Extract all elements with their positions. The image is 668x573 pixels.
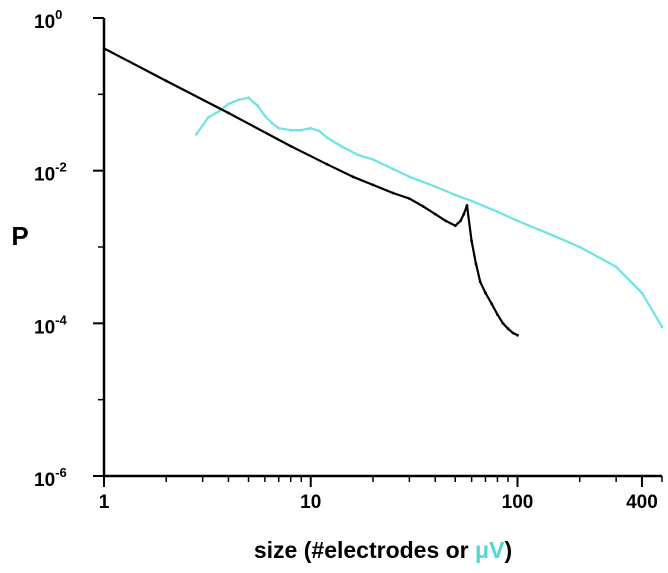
data-point-microvolts (453, 193, 457, 197)
data-point-microvolts (552, 234, 556, 238)
data-point-electrodes (391, 191, 395, 195)
data-point-microvolts (263, 114, 267, 118)
data-point-electrodes (453, 224, 457, 228)
data-point-electrodes (227, 111, 230, 115)
x-tick-label: 1 (99, 492, 110, 513)
data-point-electrodes (408, 197, 411, 201)
data-point-microvolts (270, 121, 274, 125)
data-point-microvolts (317, 129, 321, 133)
data-point-electrodes (496, 313, 499, 316)
x-tick-label: 400 (626, 492, 658, 513)
y-tick-base: 10 (34, 317, 55, 338)
data-point-microvolts (640, 291, 644, 295)
series-line-electrodes (103, 47, 518, 337)
data-point-electrodes (465, 204, 469, 207)
y-tick-exponent: -4 (55, 312, 67, 327)
y-tick-exponent: -6 (55, 465, 67, 480)
y-tick-label: 10-6 (34, 465, 67, 491)
y-tick-label: 100 (34, 7, 62, 33)
data-point-microvolts (325, 136, 329, 140)
series-layer (102, 47, 664, 337)
data-point-microvolts (614, 265, 618, 269)
data-point-microvolts (496, 210, 499, 214)
y-tick-exponent: 0 (55, 7, 62, 22)
data-point-microvolts (255, 103, 259, 107)
data-point-electrodes (506, 327, 510, 331)
y-tick-exponent: -2 (55, 160, 67, 175)
data-point-microvolts (516, 219, 519, 223)
data-point-electrodes (470, 239, 473, 243)
data-point-microvolts (207, 115, 210, 119)
y-tick-base: 10 (34, 12, 55, 33)
data-point-electrodes (474, 262, 478, 266)
data-point-microvolts (227, 102, 230, 106)
series-microvolts (195, 96, 664, 329)
data-point-microvolts (433, 185, 437, 188)
data-point-microvolts (309, 126, 313, 130)
data-point-microvolts (578, 245, 582, 249)
x-axis-label-suffix: ) (504, 537, 512, 563)
data-point-electrodes (444, 219, 448, 223)
data-point-microvolts (195, 132, 198, 136)
data-point-electrodes (516, 333, 519, 337)
x-axis-label-mu: μ (475, 537, 489, 563)
series-electrodes (102, 47, 519, 337)
data-point-microvolts (237, 98, 241, 102)
series-line-microvolts (195, 96, 663, 328)
data-point-microvolts (299, 128, 303, 132)
data-point-electrodes (325, 162, 329, 166)
data-point-microvolts (217, 109, 221, 113)
data-point-electrodes (462, 212, 466, 216)
data-point-electrodes (371, 183, 375, 187)
data-point-microvolts (660, 325, 664, 329)
data-point-microvolts (277, 126, 281, 130)
data-point-electrodes (459, 219, 462, 223)
y-tick-label: 10-4 (34, 312, 67, 338)
data-point-electrodes (164, 79, 168, 83)
x-axis-label-unit: V (489, 537, 505, 563)
data-point-microvolts (289, 128, 293, 132)
y-tick-label: 10-2 (34, 160, 67, 186)
data-point-electrodes (490, 302, 494, 306)
data-point-microvolts (247, 96, 250, 100)
data-point-microvolts (408, 175, 411, 179)
data-point-electrodes (421, 205, 425, 208)
data-point-electrodes (289, 144, 293, 148)
x-tick-label: 100 (502, 492, 534, 513)
data-point-microvolts (470, 199, 473, 203)
data-point-electrodes (433, 212, 437, 216)
data-point-microvolts (339, 144, 343, 148)
data-point-electrodes (511, 331, 515, 335)
y-axis-label: P (11, 221, 28, 251)
data-point-electrodes (501, 321, 505, 325)
data-point-microvolts (357, 153, 360, 157)
x-axis-label: size (#electrodes or μV) (254, 537, 512, 563)
data-point-microvolts (371, 158, 375, 161)
x-axis-label-prefix: size (#electrodes or (254, 537, 475, 563)
y-tick-base: 10 (34, 470, 55, 491)
y-tick-base: 10 (34, 165, 55, 186)
data-point-electrodes (484, 291, 487, 295)
data-point-electrodes (478, 280, 482, 284)
data-point-microvolts (391, 167, 395, 171)
x-tick-label: 10 (300, 492, 321, 513)
data-point-electrodes (351, 175, 355, 179)
